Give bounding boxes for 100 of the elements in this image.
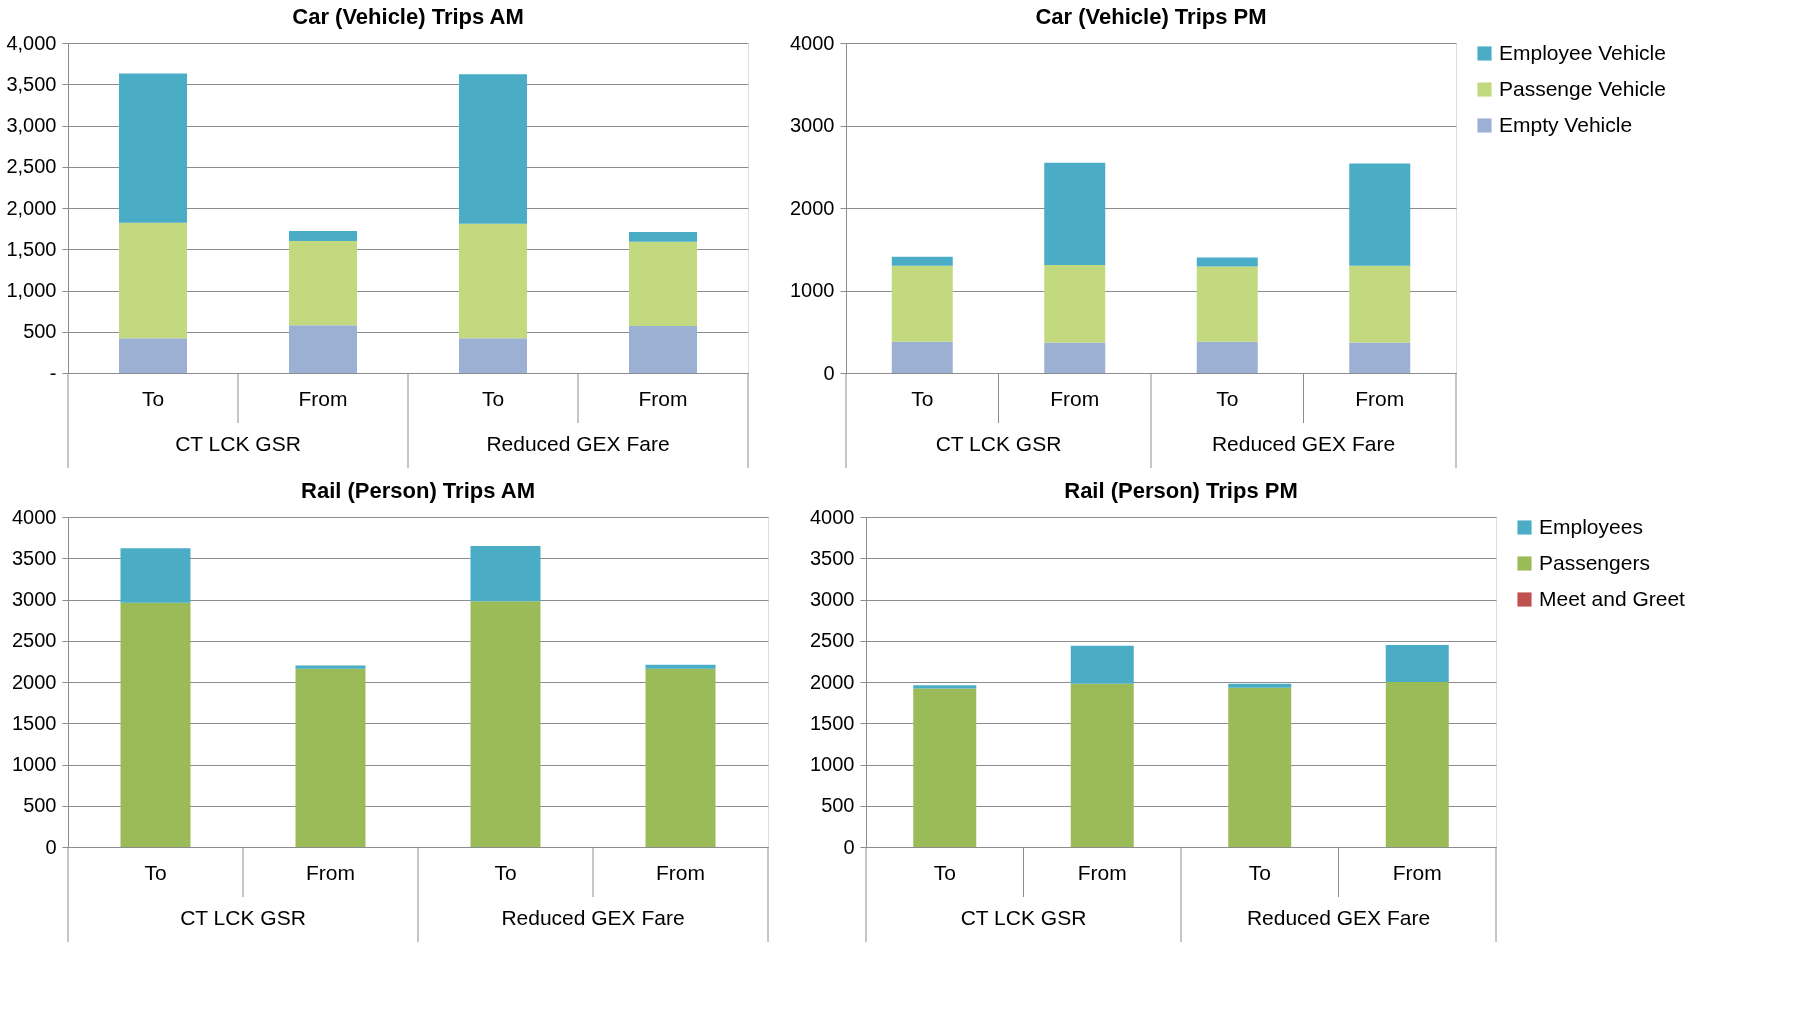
bar [1385, 682, 1449, 847]
y-tick-label: 500 [23, 794, 57, 817]
bar [119, 338, 187, 373]
bar [1385, 644, 1449, 682]
y-tick-label: 2000 [12, 670, 57, 693]
bar [1044, 264, 1106, 343]
text: CT LCK GSR [935, 432, 1062, 455]
text: CT LCK GSR [175, 432, 301, 455]
y-tick-label: 4000 [810, 505, 855, 528]
bar [1349, 265, 1411, 343]
text: Reduced GEX Fare [1211, 432, 1396, 455]
x-tick-label: From [1077, 861, 1127, 884]
bar [119, 73, 187, 223]
x-tick-label: From [656, 861, 705, 884]
y-tick-label: 1,000 [6, 279, 57, 301]
bar [1070, 683, 1134, 847]
y-tick-label: 3000 [810, 588, 855, 610]
x-tick-label: From [306, 861, 355, 884]
bar [470, 545, 541, 602]
chart-title: Car (Vehicle) Trips AM [292, 4, 524, 29]
x-tick-label: From [638, 387, 688, 410]
bar [1196, 341, 1258, 373]
bar [645, 668, 716, 847]
bar [459, 223, 527, 339]
y-tick-label: 2500 [810, 629, 855, 652]
bar [459, 338, 527, 373]
bar [629, 231, 697, 242]
x-tick-label: To [911, 387, 934, 410]
x-tick-label: To [144, 861, 167, 884]
bar [1196, 257, 1258, 267]
bar [470, 601, 541, 847]
bar [289, 231, 357, 241]
y-tick-label: 3500 [12, 546, 57, 569]
bar [289, 325, 357, 373]
y-tick-label: 3,500 [6, 72, 57, 95]
y-tick-label: 0 [843, 835, 855, 858]
x-tick-label: To [1248, 861, 1271, 884]
legend-label: Passenge Vehicle [1499, 76, 1666, 100]
legend-label: Employees [1539, 514, 1643, 538]
x-tick-label: From [1392, 861, 1442, 884]
chart-title: Rail (Person) Trips AM [301, 478, 535, 503]
bar [120, 602, 191, 847]
y-tick-label: - [49, 361, 57, 384]
y-tick-label: 1,500 [6, 237, 57, 260]
legend-label: Passengers [1539, 550, 1650, 574]
bar [891, 341, 953, 373]
x-tick-label: From [1355, 387, 1405, 410]
y-tick-label: 0 [823, 361, 835, 384]
chart-title: Rail (Person) Trips PM [1064, 478, 1298, 503]
y-tick-label: 3500 [810, 546, 855, 569]
y-tick-label: 2000 [810, 670, 855, 693]
bar [1228, 687, 1292, 847]
bar [913, 685, 977, 689]
y-tick-label: 2,000 [6, 196, 57, 219]
bar [120, 548, 191, 603]
chart-title: Car (Vehicle) Trips PM [1035, 4, 1267, 29]
x-tick-label: To [481, 387, 505, 410]
text: Reduced GEX Fare [1246, 906, 1431, 929]
x-tick-label: From [1050, 387, 1100, 410]
bar [295, 665, 366, 669]
y-tick-label: 500 [23, 320, 57, 343]
y-tick-label: 3000 [12, 588, 57, 610]
x-tick-label: To [141, 387, 165, 410]
x-tick-label: To [1216, 387, 1239, 410]
legend-label: Empty Vehicle [1499, 112, 1633, 136]
bar [645, 664, 716, 669]
y-tick-label: 2000 [790, 196, 835, 219]
y-tick-label: 1000 [790, 279, 835, 301]
legend-label: Employee Vehicle [1499, 40, 1666, 64]
bar [289, 241, 357, 326]
bar [629, 325, 697, 373]
y-tick-label: 2500 [12, 629, 57, 652]
y-tick-label: 2,500 [6, 155, 57, 178]
bar [1228, 683, 1292, 688]
bar [891, 265, 953, 342]
x-tick-label: From [298, 387, 348, 410]
bar [1196, 266, 1258, 342]
bar [1044, 342, 1106, 373]
y-tick-label: 1000 [810, 753, 855, 775]
y-tick-label: 1500 [12, 711, 57, 734]
bar [119, 222, 187, 339]
y-tick-label: 4000 [12, 505, 57, 528]
x-tick-label: To [494, 861, 517, 884]
bar [629, 241, 697, 326]
y-tick-label: 4000 [790, 31, 835, 54]
y-tick-label: 4,000 [6, 31, 57, 54]
bar [1070, 645, 1134, 684]
bar [1044, 162, 1106, 265]
y-tick-label: 500 [821, 794, 855, 817]
y-tick-label: 1500 [810, 711, 855, 734]
bar [459, 74, 527, 224]
text: CT LCK GSR [180, 906, 306, 929]
bar [1349, 163, 1411, 266]
text: Reduced GEX Fare [501, 906, 685, 929]
x-tick-label: To [933, 861, 956, 884]
text: Reduced GEX Fare [486, 432, 670, 455]
y-tick-label: 3000 [790, 114, 835, 136]
legend-label: Meet and Greet [1539, 586, 1686, 610]
bar [295, 668, 366, 847]
text: CT LCK GSR [960, 906, 1087, 929]
